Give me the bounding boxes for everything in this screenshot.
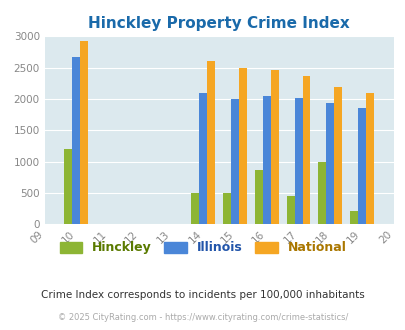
Bar — [191, 193, 199, 224]
Bar — [64, 149, 72, 224]
Bar — [318, 162, 326, 224]
Bar — [199, 93, 207, 224]
Bar — [357, 109, 365, 224]
Bar — [230, 99, 239, 224]
Bar — [207, 61, 215, 224]
Text: Crime Index corresponds to incidents per 100,000 inhabitants: Crime Index corresponds to incidents per… — [41, 290, 364, 300]
Bar — [72, 57, 80, 224]
Text: © 2025 CityRating.com - https://www.cityrating.com/crime-statistics/: © 2025 CityRating.com - https://www.city… — [58, 313, 347, 322]
Bar — [365, 93, 373, 224]
Bar — [80, 41, 88, 224]
Legend: Hinckley, Illinois, National: Hinckley, Illinois, National — [54, 236, 351, 259]
Bar — [326, 103, 333, 224]
Bar — [286, 196, 294, 224]
Bar — [294, 98, 302, 224]
Title: Hinckley Property Crime Index: Hinckley Property Crime Index — [88, 16, 349, 31]
Bar — [333, 87, 341, 224]
Bar — [254, 170, 262, 224]
Bar — [270, 70, 278, 224]
Bar — [302, 77, 310, 224]
Bar — [349, 211, 357, 224]
Bar — [223, 193, 230, 224]
Bar — [262, 96, 270, 224]
Bar — [239, 68, 246, 224]
